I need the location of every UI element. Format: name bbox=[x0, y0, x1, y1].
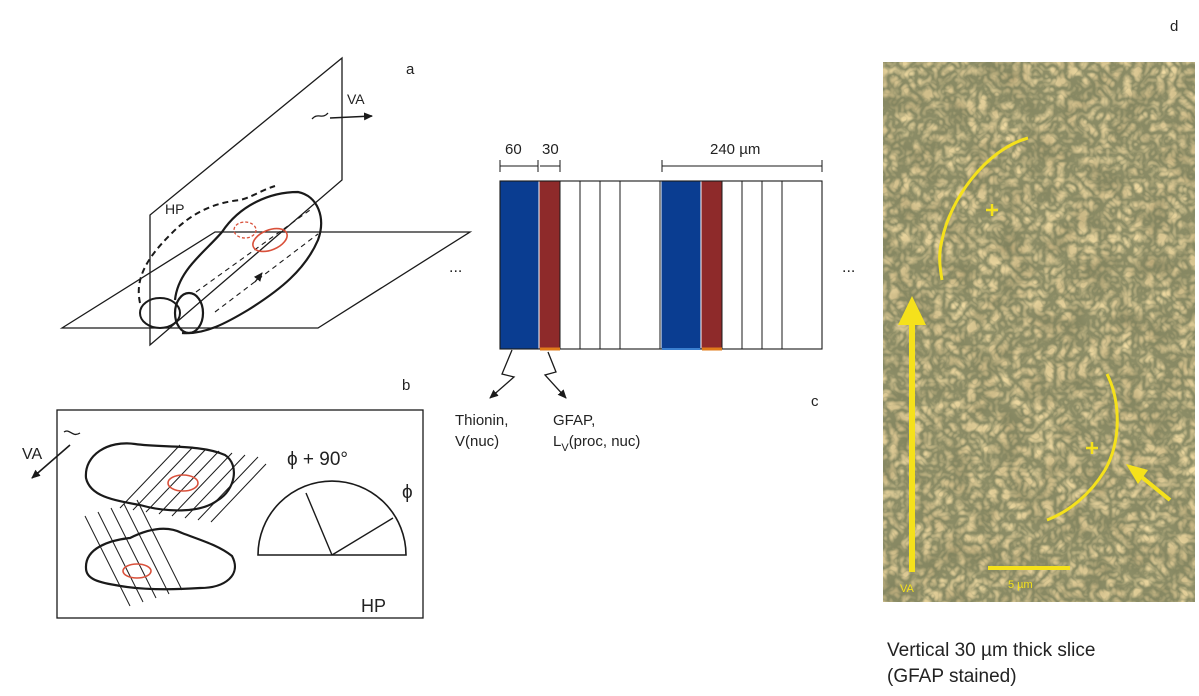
lower-sampling-arc bbox=[1046, 373, 1119, 522]
thionin-slab-1 bbox=[499, 180, 539, 350]
section-ellipse bbox=[173, 291, 205, 335]
thionin-slab-2 bbox=[661, 180, 701, 350]
thionin-label: Thionin, bbox=[455, 412, 508, 429]
panel-a-label: a bbox=[406, 61, 415, 78]
gfap-measure-label: LV(proc, nuc) bbox=[553, 433, 640, 454]
thionin-measure-label: V(nuc) bbox=[455, 433, 499, 450]
lower-sampling-lines bbox=[84, 499, 183, 607]
panel-b-va-label: VA bbox=[22, 446, 42, 463]
caption-line-2: (GFAP stained) bbox=[887, 666, 1017, 687]
panel-c-label: c bbox=[811, 393, 819, 410]
angle-semicircle bbox=[257, 480, 407, 556]
lower-cell-outline bbox=[84, 527, 236, 591]
panel-b-label: b bbox=[402, 377, 410, 394]
pointer-arrow bbox=[1136, 472, 1172, 502]
panel-a-va-label: VA bbox=[347, 91, 365, 107]
vertical-plane bbox=[149, 56, 343, 347]
panel-d-va-label: VA bbox=[900, 583, 915, 595]
panel-b bbox=[31, 409, 424, 619]
slab-width-30-label: 30 bbox=[542, 141, 559, 158]
upper-sampling-lines bbox=[119, 444, 267, 523]
slab-width-60-label: 60 bbox=[505, 141, 522, 158]
scale-bar-label: 5 µm bbox=[1008, 579, 1033, 591]
gfap-slab-1 bbox=[539, 180, 561, 350]
period-label: 240 µm bbox=[710, 141, 760, 158]
upper-cell-outline bbox=[84, 442, 235, 512]
panel-d-micrograph bbox=[883, 62, 1195, 602]
ellipsis-right: ... bbox=[842, 259, 855, 276]
upper-sampling-arc bbox=[938, 136, 1029, 281]
panel-a-hp-label: HP bbox=[165, 201, 184, 217]
panel-d-caption: Vertical 30 µm thick slice (GFAP stained… bbox=[887, 638, 1187, 690]
panel-b-hp-label: HP bbox=[361, 596, 386, 616]
cell-body-outline bbox=[173, 190, 323, 335]
gfap-slab-2 bbox=[701, 180, 723, 350]
gfap-label: GFAP, bbox=[553, 412, 595, 429]
horizontal-plane-frame bbox=[56, 409, 424, 619]
angle-phi-label: ϕ bbox=[402, 482, 413, 503]
caption-line-1: Vertical 30 µm thick slice bbox=[887, 640, 1096, 661]
nucleus-outline bbox=[252, 227, 288, 253]
angle-phi-plus-90-label: ϕ + 90° bbox=[287, 449, 348, 470]
panel-a bbox=[59, 56, 473, 347]
panel-c bbox=[489, 160, 823, 399]
horizontal-plane bbox=[59, 231, 473, 329]
panel-d-label: d bbox=[1170, 18, 1178, 35]
ellipsis-left: ... bbox=[449, 259, 462, 276]
